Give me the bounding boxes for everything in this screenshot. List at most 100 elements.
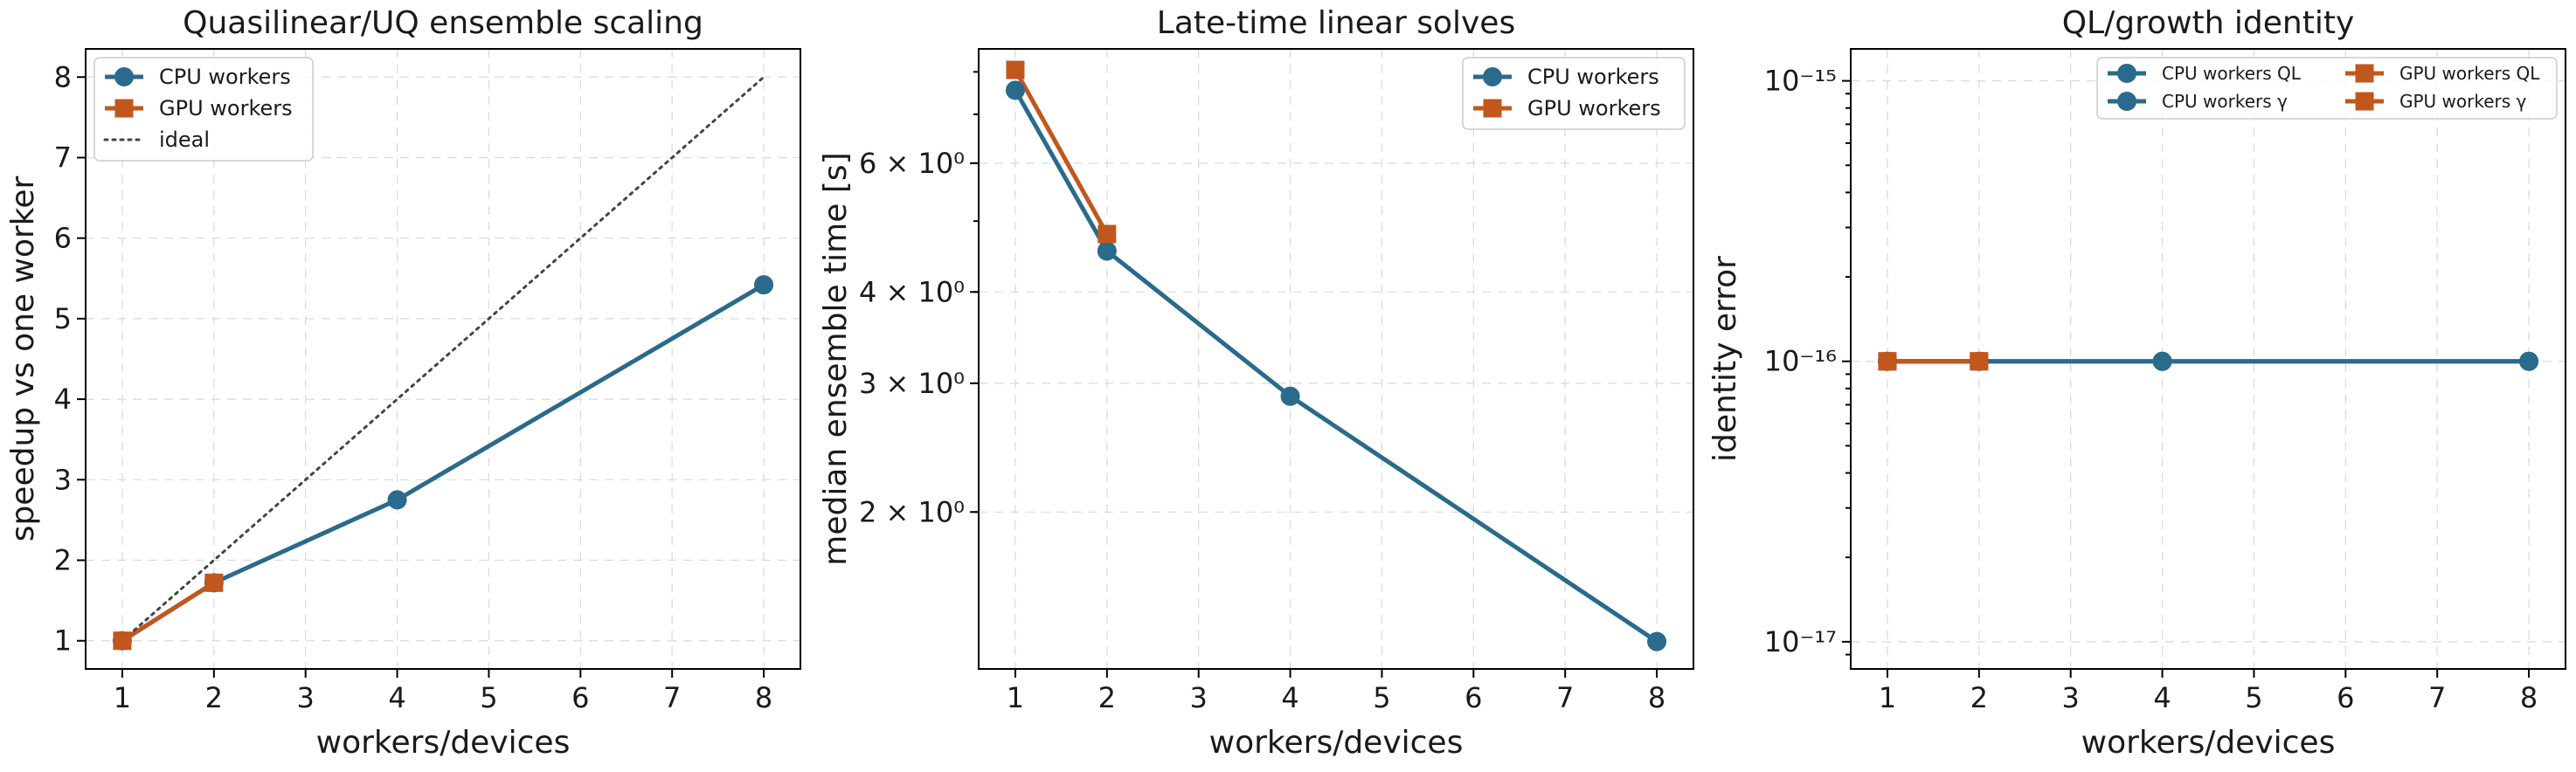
legend-entry: CPU workers bbox=[105, 65, 291, 89]
y-tick-label: 4 × 10⁰ bbox=[859, 275, 965, 308]
data-point bbox=[387, 490, 407, 510]
plot-area bbox=[1005, 60, 1667, 651]
y-tick-label: 5 bbox=[54, 302, 72, 335]
legend-marker bbox=[2117, 64, 2136, 83]
x-tick-label: 3 bbox=[2062, 681, 2080, 714]
legend-label: GPU workers γ bbox=[2399, 91, 2527, 112]
y-tick-label: 10⁻¹⁶ bbox=[1764, 345, 1837, 378]
axes-frame bbox=[85, 48, 801, 670]
x-tick-label: 5 bbox=[2245, 681, 2262, 714]
data-point bbox=[2152, 351, 2172, 371]
legend-marker bbox=[1483, 67, 1502, 86]
legend-entry: CPU workers QL bbox=[2108, 63, 2302, 84]
x-tick-label: 2 bbox=[1970, 681, 1988, 714]
legend-box bbox=[93, 57, 314, 162]
data-point bbox=[1006, 60, 1025, 79]
x-tick-label: 6 bbox=[571, 681, 589, 714]
legend-label: GPU workers bbox=[159, 96, 293, 121]
chart-1: 1 2 3 4 5 6 7 8 1 2 3 4 5 6 7 8 Quasilinear/UQ ensemble … bbox=[5, 5, 801, 761]
x-tick-label: 1 bbox=[114, 681, 131, 714]
legend: CPU workers QL CPU workers γ GPU workers Q… bbox=[2096, 57, 2558, 120]
x-tick-label: 7 bbox=[663, 681, 681, 714]
y-tick-label: 8 bbox=[54, 60, 72, 93]
x-tick-label: 4 bbox=[388, 681, 405, 714]
x-tick-label: 5 bbox=[1373, 681, 1390, 714]
plot-area bbox=[112, 75, 774, 651]
x-tick-label: 1 bbox=[1879, 681, 1896, 714]
x-tick-label: 4 bbox=[2153, 681, 2171, 714]
legend-label: GPU workers QL bbox=[2399, 63, 2540, 84]
x-tick-label: 8 bbox=[2520, 681, 2538, 714]
x-tick-label: 8 bbox=[1648, 681, 1665, 714]
x-tick-label: 2 bbox=[1098, 681, 1116, 714]
legend-label: CPU workers bbox=[159, 65, 291, 89]
y-tick-label: 10⁻¹⁷ bbox=[1764, 625, 1837, 658]
legend-label: ideal bbox=[159, 128, 210, 152]
legend-entry: GPU workers bbox=[1473, 96, 1661, 121]
axes-frame bbox=[978, 48, 1694, 670]
y-tick-label: 2 bbox=[54, 544, 72, 577]
legend: CPU workers GPU workers bbox=[1462, 57, 1686, 130]
y-tick-label: 3 × 10⁰ bbox=[859, 367, 965, 400]
y-axis-label: identity error bbox=[1707, 256, 1743, 462]
plot-area bbox=[1877, 351, 2539, 371]
x-tick-label: 7 bbox=[1556, 681, 1574, 714]
chart-2: 1 2 3 4 5 6 7 8 2 × 10⁰ 3 × 10⁰ 4 × 10⁰ 6 × 10⁰ Late… bbox=[818, 5, 1694, 761]
y-tick-label: 6 bbox=[54, 222, 72, 255]
legend-marker bbox=[1483, 99, 1502, 118]
legend-label: CPU workers γ bbox=[2162, 91, 2288, 112]
legend-entry: GPU workers bbox=[105, 96, 293, 121]
x-tick-label: 6 bbox=[2337, 681, 2354, 714]
x-tick-label: 3 bbox=[297, 681, 315, 714]
series-line-3 bbox=[121, 75, 765, 643]
y-tick-label: 2 × 10⁰ bbox=[859, 495, 965, 528]
legend-box bbox=[1462, 57, 1686, 130]
data-point bbox=[204, 573, 224, 592]
y-tick-label: 3 bbox=[54, 463, 72, 496]
data-point bbox=[754, 275, 774, 295]
y-tick-label: 1 bbox=[54, 624, 72, 658]
chart-title: Quasilinear/UQ ensemble scaling bbox=[183, 5, 703, 41]
data-point bbox=[2519, 351, 2539, 371]
chart-3: 1 2 3 4 5 6 7 8 10⁻¹⁷ 10⁻¹⁶ 10⁻¹⁵ QL/growth identit… bbox=[1707, 5, 2566, 761]
series-line-2 bbox=[1013, 68, 1110, 236]
legend-marker bbox=[2355, 92, 2374, 111]
legend-label: CPU workers QL bbox=[2162, 63, 2302, 84]
x-tick-label: 6 bbox=[1465, 681, 1482, 714]
y-tick-label: 4 bbox=[54, 383, 72, 416]
data-point bbox=[113, 631, 132, 651]
x-axis-label: workers/devices bbox=[2081, 725, 2336, 761]
x-tick-label: 2 bbox=[205, 681, 223, 714]
x-tick-label: 5 bbox=[480, 681, 497, 714]
legend-label: GPU workers bbox=[1527, 96, 1661, 121]
y-axis-label: speedup vs one worker bbox=[5, 176, 41, 542]
x-tick-label: 7 bbox=[2428, 681, 2446, 714]
axes-frame bbox=[1850, 48, 2566, 670]
legend-label: CPU workers bbox=[1527, 65, 1659, 89]
chart-title: QL/growth identity bbox=[2062, 5, 2355, 41]
y-tick-label: 10⁻¹⁵ bbox=[1764, 65, 1837, 98]
y-tick-label: 6 × 10⁰ bbox=[859, 147, 965, 180]
x-axis-label: workers/devices bbox=[1209, 725, 1464, 761]
x-tick-label: 1 bbox=[1007, 681, 1024, 714]
data-point bbox=[1005, 80, 1025, 100]
legend-marker bbox=[114, 99, 134, 118]
chart-title: Late-time linear solves bbox=[1157, 5, 1515, 41]
legend-box bbox=[2096, 57, 2558, 120]
x-tick-label: 3 bbox=[1190, 681, 1208, 714]
data-point bbox=[1280, 386, 1300, 406]
legend-entry: ideal bbox=[103, 128, 210, 152]
y-tick-label: 7 bbox=[54, 141, 72, 174]
data-point bbox=[1878, 352, 1897, 371]
x-axis-label: workers/devices bbox=[316, 725, 571, 761]
data-point bbox=[1098, 224, 1117, 244]
series-line-1 bbox=[1013, 89, 1658, 644]
data-point bbox=[1647, 631, 1667, 651]
series-line-2 bbox=[121, 581, 216, 643]
x-tick-label: 4 bbox=[1281, 681, 1298, 714]
legend-marker bbox=[2117, 92, 2136, 111]
legend-entry: GPU workers γ bbox=[2345, 91, 2527, 112]
data-point bbox=[1097, 241, 1117, 261]
